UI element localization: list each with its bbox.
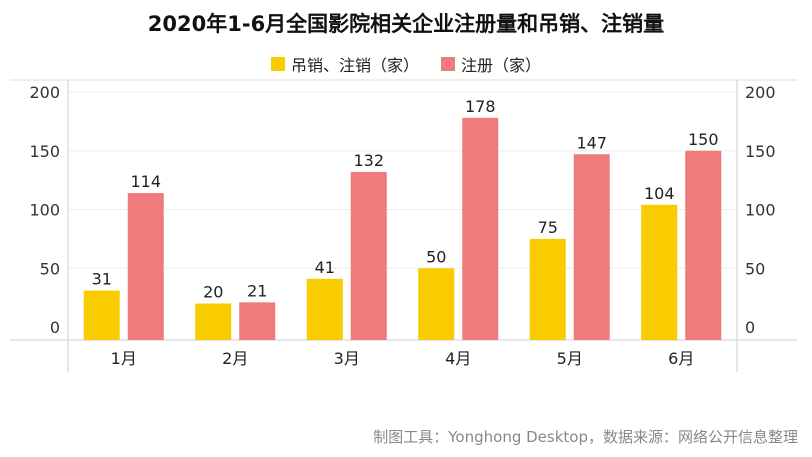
- y-tick-right-200: 200: [745, 83, 776, 102]
- data-label-s0-5: 104: [644, 184, 675, 203]
- x-tick-label-3: 4月: [445, 349, 471, 368]
- data-label-s0-1: 20: [203, 283, 223, 302]
- data-label-s0-0: 31: [92, 270, 112, 289]
- bar-s1-5: [685, 150, 722, 340]
- data-label-s1-5: 150: [688, 130, 719, 149]
- y-tick-left-100: 100: [29, 201, 60, 220]
- bar-s0-3: [418, 268, 455, 340]
- legend-swatch-register: [441, 57, 455, 71]
- legend-item-cancel[interactable]: 吊销、注销（家）: [270, 52, 419, 76]
- legend-label-cancel: 吊销、注销（家）: [290, 56, 419, 75]
- y-tick-left-200: 200: [29, 83, 60, 102]
- bar-s0-5: [641, 204, 678, 340]
- x-tick-label-5: 6月: [668, 349, 694, 368]
- bar-s1-2: [350, 171, 387, 340]
- data-label-s1-1: 21: [247, 281, 267, 300]
- chart-title: 2020年1-6月全国影院相关企业注册量和吊销、注销量: [147, 12, 665, 36]
- legend-swatch-cancel: [270, 57, 285, 71]
- y-tick-right-50: 50: [745, 259, 765, 278]
- bar-s1-1: [239, 302, 276, 340]
- x-tick-label-2: 3月: [334, 349, 360, 368]
- bar-s0-0: [83, 290, 120, 340]
- data-label-s1-0: 114: [130, 172, 161, 191]
- data-label-s1-4: 147: [576, 133, 607, 152]
- legend-item-register[interactable]: 注册（家）: [441, 52, 541, 76]
- y-tick-left-150: 150: [29, 142, 60, 161]
- data-label-s0-2: 41: [315, 258, 335, 277]
- y-tick-left-50: 50: [40, 259, 60, 278]
- bar-s1-0: [127, 193, 164, 340]
- bar-s1-4: [573, 154, 610, 340]
- y-tick-right-0: 0: [745, 318, 755, 337]
- y-tick-right-100: 100: [745, 201, 776, 220]
- data-label-s0-4: 75: [538, 218, 558, 237]
- bar-s1-3: [462, 117, 499, 340]
- y-tick-right-150: 150: [745, 142, 776, 161]
- bar-s0-4: [529, 238, 566, 340]
- data-label-s1-3: 178: [465, 97, 496, 116]
- x-tick-label-0: 1月: [111, 349, 137, 368]
- x-tick-label-4: 5月: [557, 349, 583, 368]
- bar-s0-1: [195, 303, 232, 340]
- data-label-s0-3: 50: [426, 247, 446, 266]
- y-tick-left-0: 0: [50, 318, 60, 337]
- legend-label-register: 注册（家）: [461, 56, 542, 75]
- legend: 吊销、注销（家） 注册（家）: [0, 52, 812, 76]
- footer-source: 制图工具：Yonghong Desktop，数据来源：网络公开信息整理: [373, 428, 798, 446]
- data-label-s1-2: 132: [353, 151, 384, 170]
- bar-s0-2: [306, 278, 343, 340]
- x-tick-label-1: 2月: [222, 349, 248, 368]
